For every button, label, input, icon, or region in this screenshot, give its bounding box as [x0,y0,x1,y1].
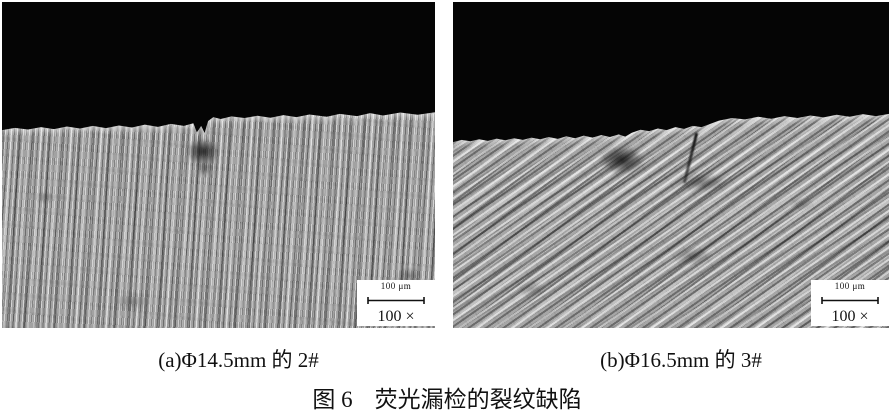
figure-title-text: 荧光漏检的裂纹缺陷 [374,387,582,412]
crack-defect-b-pocket [599,146,645,174]
figure-caption: 图 6 荧光漏检的裂纹缺陷 [0,380,894,414]
scale-bar-icon [367,296,425,304]
dark-field-wrap-b [453,2,889,328]
crack-defect-b-smudge [673,174,731,191]
scale-length-label: 100 μm [380,281,412,291]
magnification-label: 100 × [377,308,415,325]
scale-bar-icon [821,296,879,304]
panel-caption-b: (b)Φ16.5mm 的 3# [600,348,762,372]
micrograph-a: 100 μm 100 × [2,2,435,328]
panel-caption-a: (a)Φ14.5mm 的 2# [158,348,319,372]
scale-box-a: 100 μm 100 × [357,280,435,326]
scale-box-b: 100 μm 100 × [811,280,889,326]
micrograph-b: 100 μm 100 × [453,2,889,328]
dark-field-wrap-a [2,2,435,328]
scale-length-label: 100 μm [834,281,866,291]
figure-number: 图 6 [312,387,353,412]
magnification-label: 100 × [831,308,869,325]
dark-field-region-a [2,2,435,134]
crack-defect-a-tail [197,160,212,176]
